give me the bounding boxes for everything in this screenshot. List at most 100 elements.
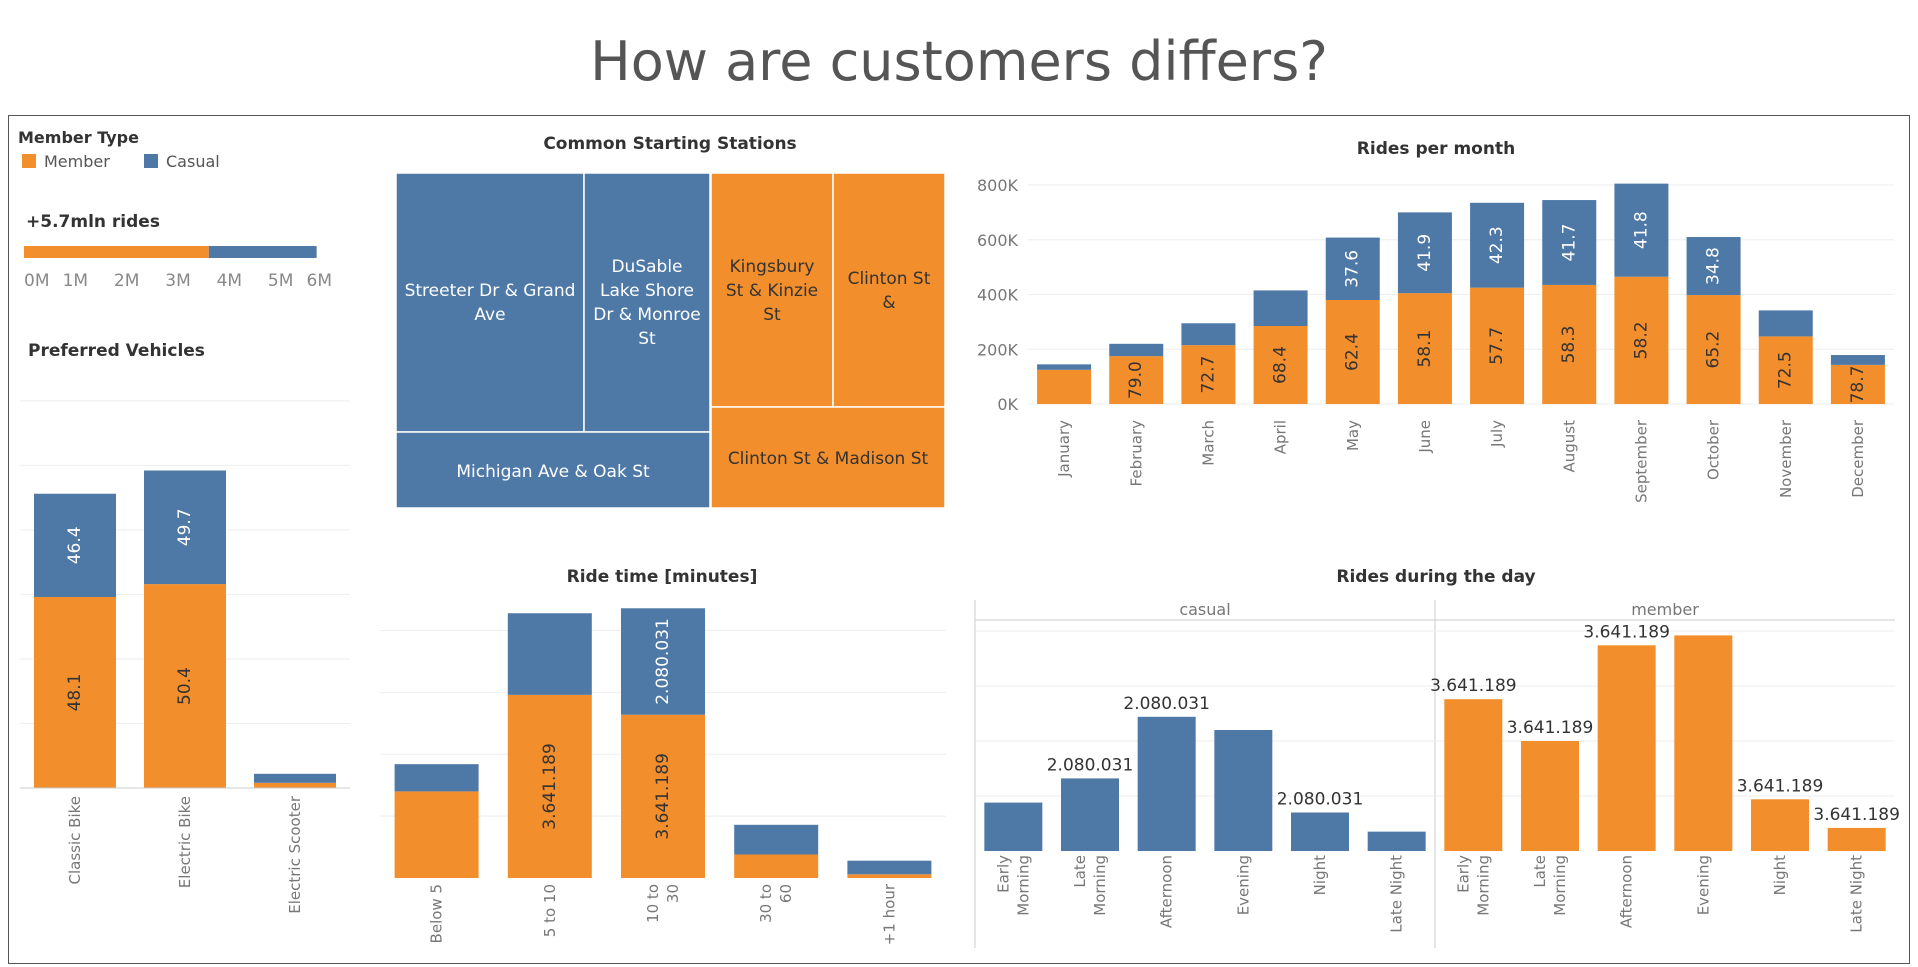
svg-text:5 to 10: 5 to 10	[541, 884, 559, 937]
rides-per-month-data-label: 72.7	[1198, 356, 1218, 394]
rides-per-month-bar-member	[1325, 300, 1380, 405]
svg-text:Afternoon: Afternoon	[1158, 855, 1176, 928]
ride-time-bar-casual	[847, 860, 932, 875]
rides-during-day-tick-label: Night	[1311, 855, 1329, 895]
treemap-cell	[710, 172, 834, 408]
svg-text:December: December	[1849, 419, 1867, 498]
total-rides-bar-casual	[208, 246, 317, 258]
rides-during-day-tick-label: Evening	[1694, 855, 1712, 915]
rides-per-month-ytick: 200K	[977, 340, 1019, 359]
svg-text:Electric Bike: Electric Bike	[176, 796, 194, 888]
rides-during-day-data-label: 2.080.031	[1123, 694, 1210, 714]
rides-per-month-bar-member	[1397, 293, 1452, 405]
rides-per-month-data-label: 79.0	[1126, 361, 1146, 399]
preferred-vehicles-bar-casual	[144, 470, 226, 585]
legend-label-casual: Casual	[166, 152, 220, 171]
rides-during-day-bar-casual	[984, 802, 1043, 851]
ride-time-title: Ride time [minutes]	[567, 567, 758, 587]
rides-during-day-bar-casual	[1291, 812, 1349, 851]
treemap-label: Kingsbury St & Kinzie St	[726, 257, 818, 325]
preferred-vehicles-bar-member	[144, 584, 226, 788]
svg-text:October: October	[1705, 419, 1723, 480]
rides-during-day-bar-member	[1597, 645, 1656, 851]
preferred-vehicles-data-label: 50.4	[175, 667, 195, 705]
rides-during-day-data-label: 3.641.189	[1737, 776, 1824, 796]
svg-text:February: February	[1127, 420, 1145, 487]
rides-per-month-bar-member	[1830, 364, 1885, 405]
svg-text:August: August	[1560, 420, 1578, 473]
rides-during-day-tick-label: Evening	[1234, 855, 1252, 915]
rides-per-month-tick-label: April	[1272, 420, 1290, 454]
svg-text:Electric Scooter: Electric Scooter	[286, 795, 304, 914]
rides-during-day-bar-member	[1521, 741, 1579, 851]
common-stations-title: Common Starting Stations	[543, 134, 796, 154]
rides-per-month-bar-casual	[1181, 323, 1236, 346]
rides-during-day-data-label: 3.641.189	[1430, 676, 1517, 696]
rides-per-month-data-label: 57.7	[1487, 327, 1507, 365]
rides-per-month-data-label: 58.3	[1559, 326, 1579, 364]
page-title: How are customers differs?	[590, 30, 1328, 93]
rides-per-month-bar-casual	[1253, 290, 1308, 327]
rides-during-day-tick-label: Late Morning	[1531, 855, 1569, 916]
rides-per-month-data-label: 58.2	[1631, 321, 1651, 359]
rides-per-month-tick-label: November	[1777, 419, 1795, 498]
rides-during-day-bar-casual	[1214, 730, 1273, 851]
rides-per-month-ytick: 800K	[977, 176, 1019, 195]
ride-time-bar-casual	[734, 824, 819, 855]
rides-during-day-bar-casual	[1137, 716, 1196, 851]
rides-during-day-data-label: 2.080.031	[1277, 790, 1364, 810]
rides-during-day-tick-label: Night	[1771, 855, 1789, 895]
rides-during-day-data-label: 3.641.189	[1507, 718, 1594, 738]
svg-text:Evening: Evening	[1694, 855, 1712, 915]
rides-during-day-tick-label: Late Night	[1848, 855, 1866, 933]
rides-during-day-data-label: 3.641.189	[1583, 622, 1670, 642]
rides-per-month-bar-member	[1542, 284, 1597, 405]
rides-during-day-bar-member	[1751, 799, 1809, 851]
rides-per-month-data-label: 41.8	[1631, 211, 1651, 249]
rides-per-month-tick-label: December	[1849, 419, 1867, 498]
ride-time-bar-member	[734, 854, 819, 878]
total-rides-tick: 6M	[307, 271, 332, 291]
preferred-vehicles-bar-casual	[34, 493, 116, 597]
total-rides-tick: 5M	[268, 271, 293, 291]
treemap-label: Clinton St & Madison St	[728, 449, 929, 469]
rides-per-month-ytick: 600K	[977, 231, 1019, 250]
svg-text:Afternoon: Afternoon	[1618, 855, 1636, 928]
rides-during-day-data-label: 2.080.031	[1047, 755, 1134, 775]
rides-per-month-bar-casual	[1109, 343, 1164, 357]
rides-during-day-tick-label: Late Night	[1388, 855, 1406, 933]
treemap-cell	[832, 172, 946, 408]
total-rides-bar-member	[24, 246, 209, 258]
legend-title: Member Type	[18, 128, 139, 147]
rides-per-month-tick-label: August	[1560, 420, 1578, 473]
rides-per-month-data-label: 42.3	[1487, 226, 1507, 264]
rides-per-month-data-label: 37.6	[1343, 250, 1363, 288]
ride-time-bar-member	[621, 714, 705, 878]
rides-during-day-panel-label: casual	[1179, 600, 1230, 619]
treemap-label: DuSable Lake Shore Dr & Monroe St	[593, 257, 700, 349]
rides-per-month-bar-member	[1758, 336, 1813, 405]
dashboard-frame	[8, 115, 1910, 964]
ride-time-tick-label: 30 to 60	[757, 884, 795, 923]
rides-per-month-bar-member	[1614, 276, 1669, 405]
treemap-cell	[583, 172, 711, 433]
ride-time-bar-casual	[621, 608, 705, 715]
rides-during-day-tick-label: Early Morning	[1454, 855, 1492, 916]
treemap-cell	[710, 406, 946, 509]
rides-per-month-data-label: 41.9	[1415, 234, 1435, 272]
total-rides-title: +5.7mln rides	[26, 212, 160, 232]
rides-during-day-bar-casual	[1367, 831, 1426, 851]
rides-per-month-tick-label: October	[1705, 419, 1723, 480]
rides-per-month-bar-member	[1181, 345, 1236, 405]
treemap-cell	[395, 172, 585, 433]
rides-during-day-tick-label: Afternoon	[1158, 855, 1176, 928]
ride-time-bar-member	[847, 874, 932, 878]
rides-per-month-ytick: 400K	[977, 286, 1019, 305]
svg-text:Night: Night	[1771, 855, 1789, 895]
rides-per-month-bar-member	[1253, 326, 1308, 405]
